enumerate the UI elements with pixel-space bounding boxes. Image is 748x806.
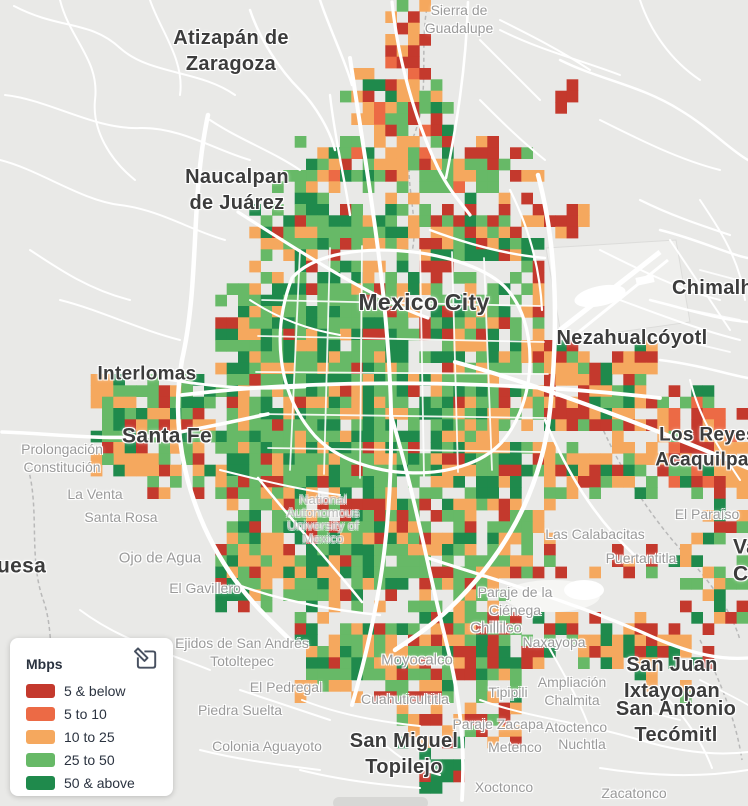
legend-item-2: 10 to 25 — [26, 729, 173, 745]
legend-swatch — [26, 684, 55, 698]
edit-compose-icon — [133, 647, 157, 669]
bottom-pill — [333, 797, 428, 806]
legend-panel: Mbps 5 & below 5 to 10 10 to 25 25 to 50… — [10, 638, 173, 796]
legend-swatch — [26, 707, 55, 721]
legend-item-3: 25 to 50 — [26, 752, 173, 768]
legend-item-1: 5 to 10 — [26, 706, 173, 722]
legend-swatch — [26, 753, 55, 767]
legend-item-4: 50 & above — [26, 775, 173, 791]
legend-list: 5 & below 5 to 10 10 to 25 25 to 50 50 &… — [26, 683, 173, 791]
legend-item-0: 5 & below — [26, 683, 173, 699]
legend-swatch — [26, 730, 55, 744]
legend-edit-button[interactable] — [133, 646, 163, 676]
legend-title: Mbps — [26, 656, 63, 672]
legend-swatch — [26, 776, 55, 790]
